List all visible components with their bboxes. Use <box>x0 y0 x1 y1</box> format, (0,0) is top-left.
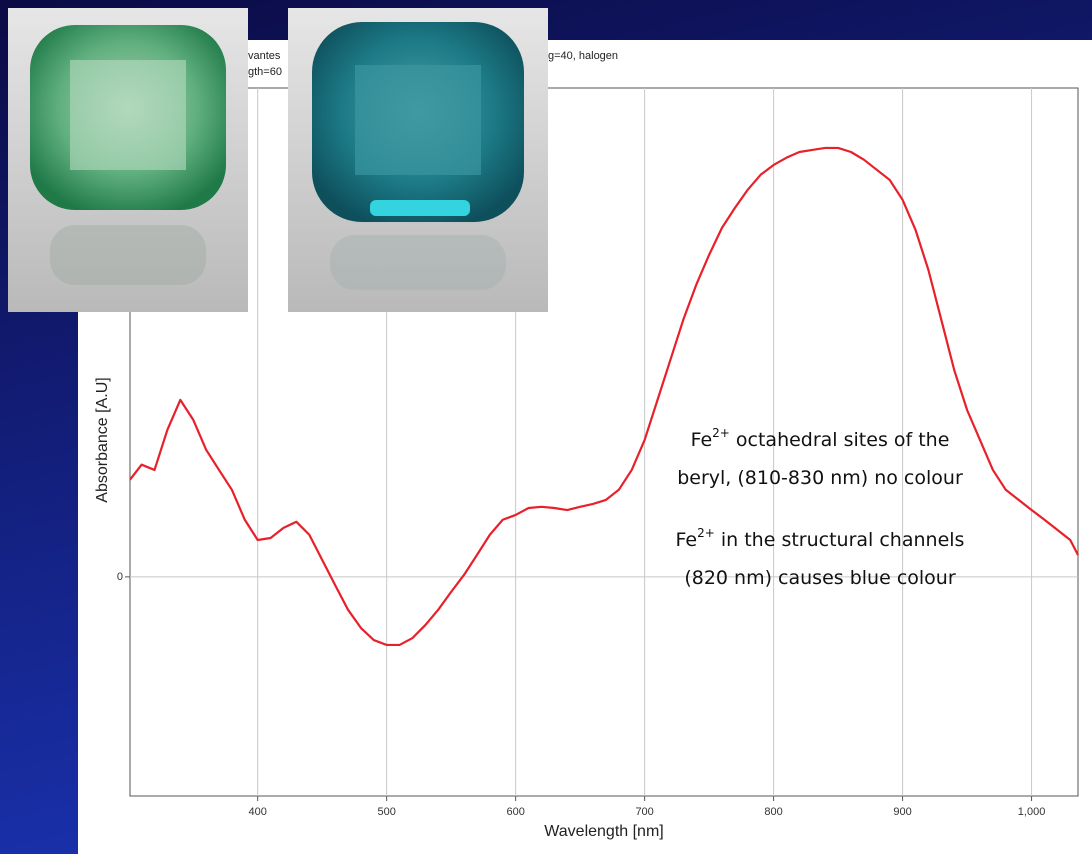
x-tick-label: 700 <box>635 806 653 818</box>
gem-photo-blue <box>288 8 548 312</box>
annotation-text: Fe <box>676 529 698 551</box>
annotation: beryl, (810-830 nm) no colour <box>677 467 963 489</box>
x-tick-label: 500 <box>377 806 395 818</box>
annotation-text: (820 nm) causes blue colour <box>684 567 956 589</box>
x-tick-label: 1,000 <box>1018 806 1046 818</box>
header-text: gth=60 <box>248 66 282 78</box>
annotation-text: octahedral sites of the <box>730 429 950 451</box>
annotation-text: beryl, (810-830 nm) no colour <box>677 467 963 489</box>
y-axis-label: Absorbance [A.U] <box>94 377 111 502</box>
annotation: (820 nm) causes blue colour <box>684 567 956 589</box>
y-tick-label: 0 <box>117 571 123 583</box>
x-tick-label: 900 <box>893 806 911 818</box>
annotation-text: Fe <box>691 429 713 451</box>
annotation-superscript: 2+ <box>697 526 715 540</box>
x-axis-label: Wavelength [nm] <box>544 823 663 840</box>
header-text: g=40, halogen <box>548 50 618 62</box>
header-text: vantes <box>248 50 281 62</box>
annotation-superscript: 2+ <box>712 426 730 440</box>
x-tick-label: 600 <box>506 806 524 818</box>
plot: vantes g=40, halogen gth=60 400 500 600 700 800… <box>94 50 1079 840</box>
gem-photo-green <box>8 8 248 312</box>
annotation: Fe2+ octahedral sites of the <box>691 426 950 451</box>
annotation-text: in the structural channels <box>715 529 965 551</box>
x-tick-label: 800 <box>764 806 782 818</box>
plot-frame <box>129 87 1079 797</box>
spectrum-line <box>129 146 1079 647</box>
annotation: Fe2+ in the structural channels <box>676 526 965 551</box>
x-tick-label: 400 <box>249 806 267 818</box>
